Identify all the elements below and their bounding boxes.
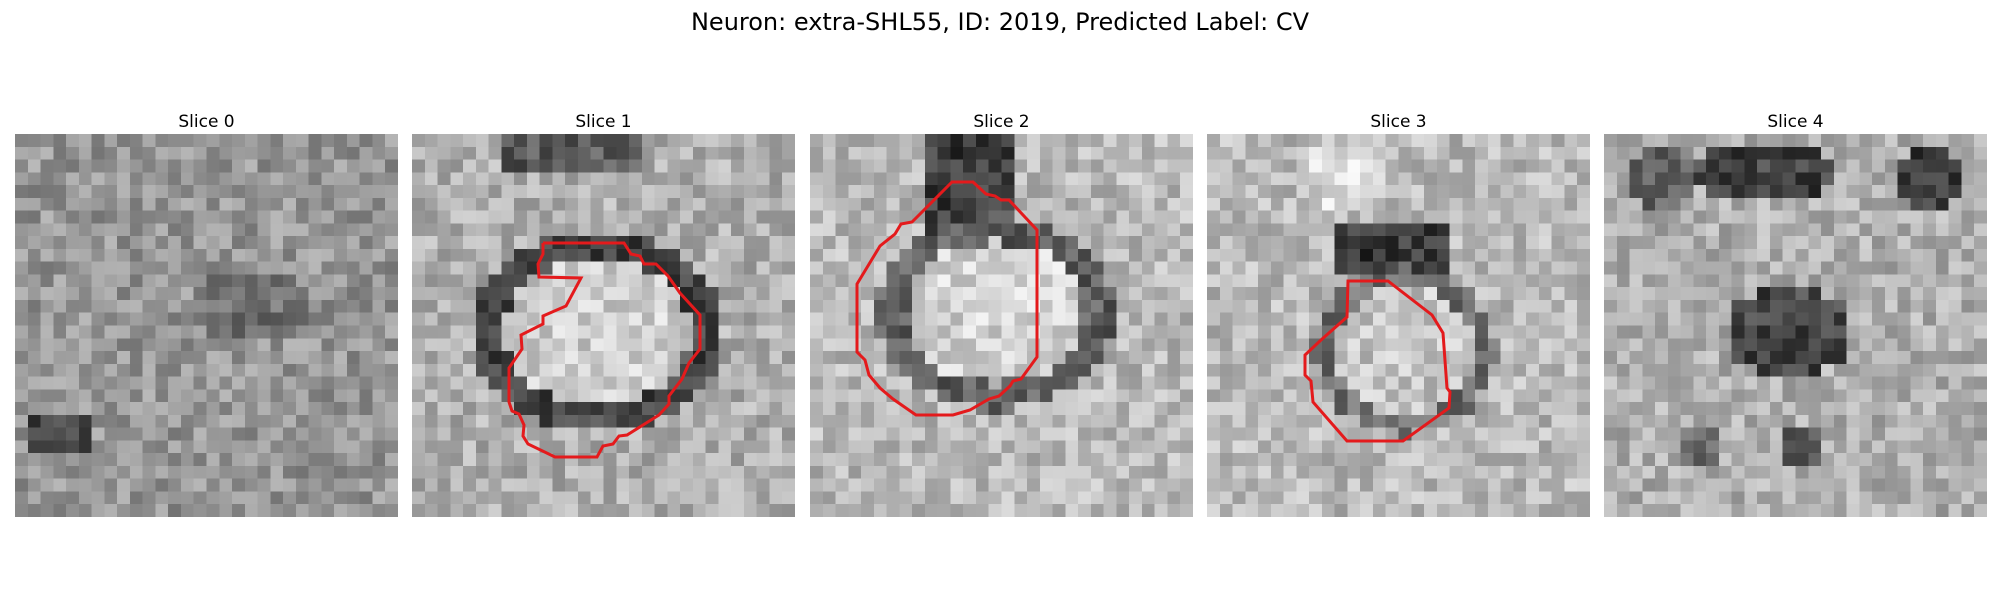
- slice-image: [1207, 134, 1590, 517]
- slice-title: Slice 2: [973, 112, 1030, 132]
- slice-image: [412, 134, 795, 517]
- slice-image: [810, 134, 1193, 517]
- slice-image-frame: [810, 134, 1193, 517]
- slice-title: Slice 4: [1767, 112, 1824, 132]
- slice-image-frame: [15, 134, 398, 517]
- slice-image-frame: [412, 134, 795, 517]
- slice-image: [15, 134, 398, 517]
- slice-panel-3: Slice 3: [1207, 110, 1590, 517]
- slice-panel-1: Slice 1: [412, 110, 795, 517]
- slice-image-frame: [1207, 134, 1590, 517]
- slice-image-frame: [1604, 134, 1987, 517]
- slice-title: Slice 1: [575, 112, 632, 132]
- slice-title: Slice 0: [178, 112, 235, 132]
- slice-panel-2: Slice 2: [810, 110, 1193, 517]
- slice-panel-4: Slice 4: [1604, 110, 1987, 517]
- figure-title: Neuron: extra-SHL55, ID: 2019, Predicted…: [690, 8, 1310, 36]
- slice-title: Slice 3: [1370, 112, 1427, 132]
- slice-panel-0: Slice 0: [15, 110, 398, 517]
- slice-image: [1604, 134, 1987, 517]
